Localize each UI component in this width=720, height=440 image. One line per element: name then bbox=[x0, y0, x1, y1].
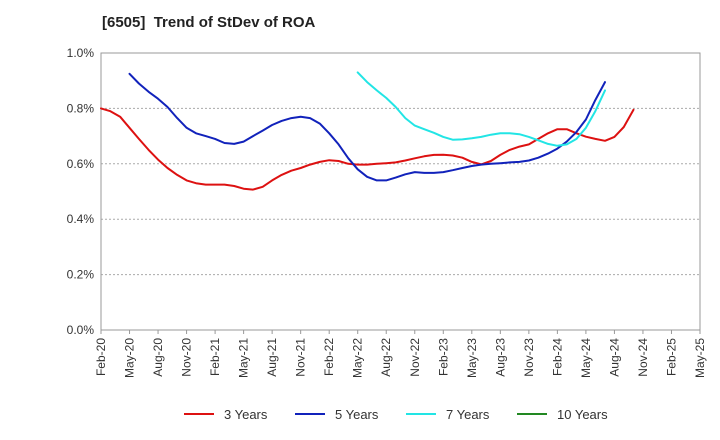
y-tick-label: 0.2% bbox=[67, 268, 95, 282]
series-line-3-years bbox=[100, 107, 635, 191]
y-tick-label: 1.0% bbox=[67, 46, 95, 60]
x-tick-label: Aug-24 bbox=[607, 338, 621, 377]
chart-title: [6505] Trend of StDev of ROA bbox=[102, 14, 316, 31]
y-tick-label: 0.8% bbox=[67, 101, 95, 115]
legend-label: 7 Years bbox=[446, 407, 490, 422]
x-tick-label: Nov-23 bbox=[522, 338, 536, 377]
grid-layer bbox=[101, 52, 700, 276]
x-tick-label: Feb-22 bbox=[322, 338, 336, 376]
series-layer bbox=[100, 71, 635, 191]
x-tick-label: May-24 bbox=[579, 338, 593, 378]
x-tick-label: Nov-24 bbox=[636, 338, 650, 377]
x-tick-label: Feb-21 bbox=[208, 338, 222, 376]
x-tick-label: May-23 bbox=[465, 338, 479, 378]
x-tick-label: Aug-22 bbox=[379, 338, 393, 377]
y-tick-label: 0.4% bbox=[67, 212, 95, 226]
legend: 3 Years 5 Years 7 Years 10 Years bbox=[184, 407, 608, 422]
y-tick-label: 0.6% bbox=[67, 157, 95, 171]
axes-layer: 0.0% 0.2% 0.4% 0.6% 0.8% 1.0% Feb-20 May-20 Aug-… bbox=[67, 46, 707, 378]
plot-frame bbox=[100, 52, 701, 331]
x-tick-label: Nov-20 bbox=[180, 338, 194, 377]
x-tick-label: May-20 bbox=[123, 338, 137, 378]
legend-label: 10 Years bbox=[557, 407, 608, 422]
x-tick-label: Feb-25 bbox=[664, 338, 678, 376]
legend-label: 5 Years bbox=[335, 407, 379, 422]
x-tick-label: Feb-23 bbox=[436, 338, 450, 376]
legend-label: 3 Years bbox=[224, 407, 268, 422]
x-tick-label: Feb-20 bbox=[94, 338, 108, 376]
x-tick-label: May-22 bbox=[351, 338, 365, 378]
series-line-7-years bbox=[356, 71, 606, 147]
x-tick-label: Aug-23 bbox=[493, 338, 507, 377]
x-tick-label: Feb-24 bbox=[550, 338, 564, 376]
x-tick-label: May-25 bbox=[693, 338, 707, 378]
x-tick-label: Nov-22 bbox=[408, 338, 422, 377]
x-tick-label: Aug-20 bbox=[151, 338, 165, 377]
x-tick-label: Aug-21 bbox=[265, 338, 279, 377]
x-tick-label: Nov-21 bbox=[294, 338, 308, 377]
y-tick-label: 0.0% bbox=[67, 323, 95, 337]
x-tick-label: May-21 bbox=[237, 338, 251, 378]
series-line-5-years bbox=[128, 72, 606, 182]
